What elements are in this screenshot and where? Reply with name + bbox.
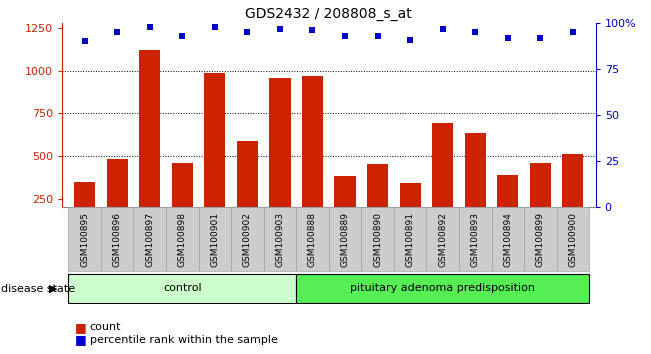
Bar [172, 163, 193, 241]
Point [275, 26, 285, 32]
Bar [68, 207, 101, 271]
Bar [524, 207, 557, 271]
Bar [459, 207, 492, 271]
Bar [497, 175, 518, 241]
Bar [107, 159, 128, 241]
Text: GSM100889: GSM100889 [340, 212, 350, 267]
Point [242, 29, 253, 35]
Point [177, 33, 187, 39]
Text: percentile rank within the sample: percentile rank within the sample [90, 335, 278, 345]
Text: count: count [90, 322, 121, 332]
Text: GSM100890: GSM100890 [373, 212, 382, 267]
Bar [74, 182, 95, 241]
Point [470, 29, 480, 35]
Bar [270, 78, 290, 241]
Bar [237, 141, 258, 241]
Text: pituitary adenoma predisposition: pituitary adenoma predisposition [350, 283, 535, 293]
Bar [204, 73, 225, 241]
Bar [133, 207, 166, 271]
Bar [557, 207, 589, 271]
Text: GSM100903: GSM100903 [275, 212, 284, 267]
Text: ■: ■ [75, 333, 87, 346]
Text: GSM100894: GSM100894 [503, 212, 512, 267]
Bar [530, 163, 551, 241]
Point [145, 24, 155, 29]
Point [79, 39, 90, 44]
Bar [101, 207, 133, 271]
Text: ■: ■ [75, 321, 87, 334]
Bar [302, 76, 323, 241]
Point [568, 29, 578, 35]
Bar [367, 164, 388, 241]
Bar [264, 207, 296, 271]
Bar [166, 207, 199, 271]
Text: GSM100888: GSM100888 [308, 212, 317, 267]
Bar [426, 207, 459, 271]
Text: GSM100898: GSM100898 [178, 212, 187, 267]
Point [405, 37, 415, 42]
Text: GSM100896: GSM100896 [113, 212, 122, 267]
Text: ▶: ▶ [49, 284, 57, 293]
Bar [335, 176, 355, 241]
Bar [400, 183, 421, 241]
Title: GDS2432 / 208808_s_at: GDS2432 / 208808_s_at [245, 7, 412, 21]
Text: GSM100897: GSM100897 [145, 212, 154, 267]
Bar [68, 274, 296, 303]
Bar [296, 207, 329, 271]
Text: GSM100901: GSM100901 [210, 212, 219, 267]
Point [210, 24, 220, 29]
Text: GSM100893: GSM100893 [471, 212, 480, 267]
Bar [231, 207, 264, 271]
Bar [432, 123, 453, 241]
Bar [465, 133, 486, 241]
Text: GSM100895: GSM100895 [80, 212, 89, 267]
Text: control: control [163, 283, 202, 293]
Text: GSM100902: GSM100902 [243, 212, 252, 267]
Point [307, 28, 318, 33]
Text: GSM100891: GSM100891 [406, 212, 415, 267]
Bar [296, 274, 589, 303]
Bar [139, 50, 160, 241]
Text: disease state: disease state [1, 284, 76, 293]
Bar [199, 207, 231, 271]
Bar [394, 207, 426, 271]
Point [437, 26, 448, 32]
Text: GSM100900: GSM100900 [568, 212, 577, 267]
Text: GSM100892: GSM100892 [438, 212, 447, 267]
Text: GSM100899: GSM100899 [536, 212, 545, 267]
Point [503, 35, 513, 41]
Point [112, 29, 122, 35]
Bar [492, 207, 524, 271]
Bar [329, 207, 361, 271]
Bar [361, 207, 394, 271]
Point [535, 35, 546, 41]
Bar [562, 154, 583, 241]
Point [372, 33, 383, 39]
Point [340, 33, 350, 39]
